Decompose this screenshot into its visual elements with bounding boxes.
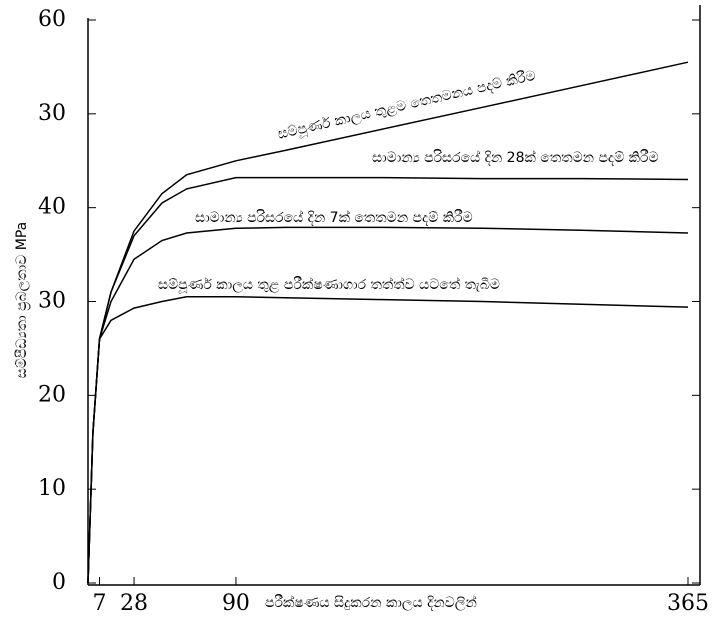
y-axis-label: සම්පීඩ්‍යතා ප්‍රබලතාව MPa xyxy=(14,222,31,379)
series-label: සාමාන්‍ය පරිසරයේ දින 7ක් තෙතමන පදම් කිරී… xyxy=(195,210,473,226)
series-line xyxy=(87,61,689,584)
series-line xyxy=(87,176,689,584)
x-axis-label: පරීක්ෂණය සිදුකරන කාලය දිනවලින් xyxy=(265,595,477,611)
y-tick-label: 30 xyxy=(38,101,66,126)
series-label: සම්පූර්ණ කාලය තුළ පරීක්ෂණාගාර තත්ත්ව යටත… xyxy=(158,277,500,294)
x-tick-label: 90 xyxy=(222,591,250,616)
y-tick-label: 60 xyxy=(38,7,66,32)
y-tick-label: 10 xyxy=(38,476,66,501)
x-tick-label: 365 xyxy=(667,591,709,616)
x-tick-label: 7 xyxy=(93,591,107,616)
y-tick-label: 30 xyxy=(38,289,66,314)
y-tick-label: 40 xyxy=(38,195,66,220)
y-tick-label: 0 xyxy=(52,570,66,595)
x-tick-label: 28 xyxy=(120,591,148,616)
y-tick-label: 20 xyxy=(38,382,66,407)
series-label: සාමාන්‍ය පරිසරයේ දින 28ක් තෙතමන පදම් කිර… xyxy=(372,150,659,166)
series-label: සම්පූර්ණ කාලය තුළම තෙතමනය පදම් කිරීම xyxy=(276,68,537,144)
series-line xyxy=(87,296,689,584)
